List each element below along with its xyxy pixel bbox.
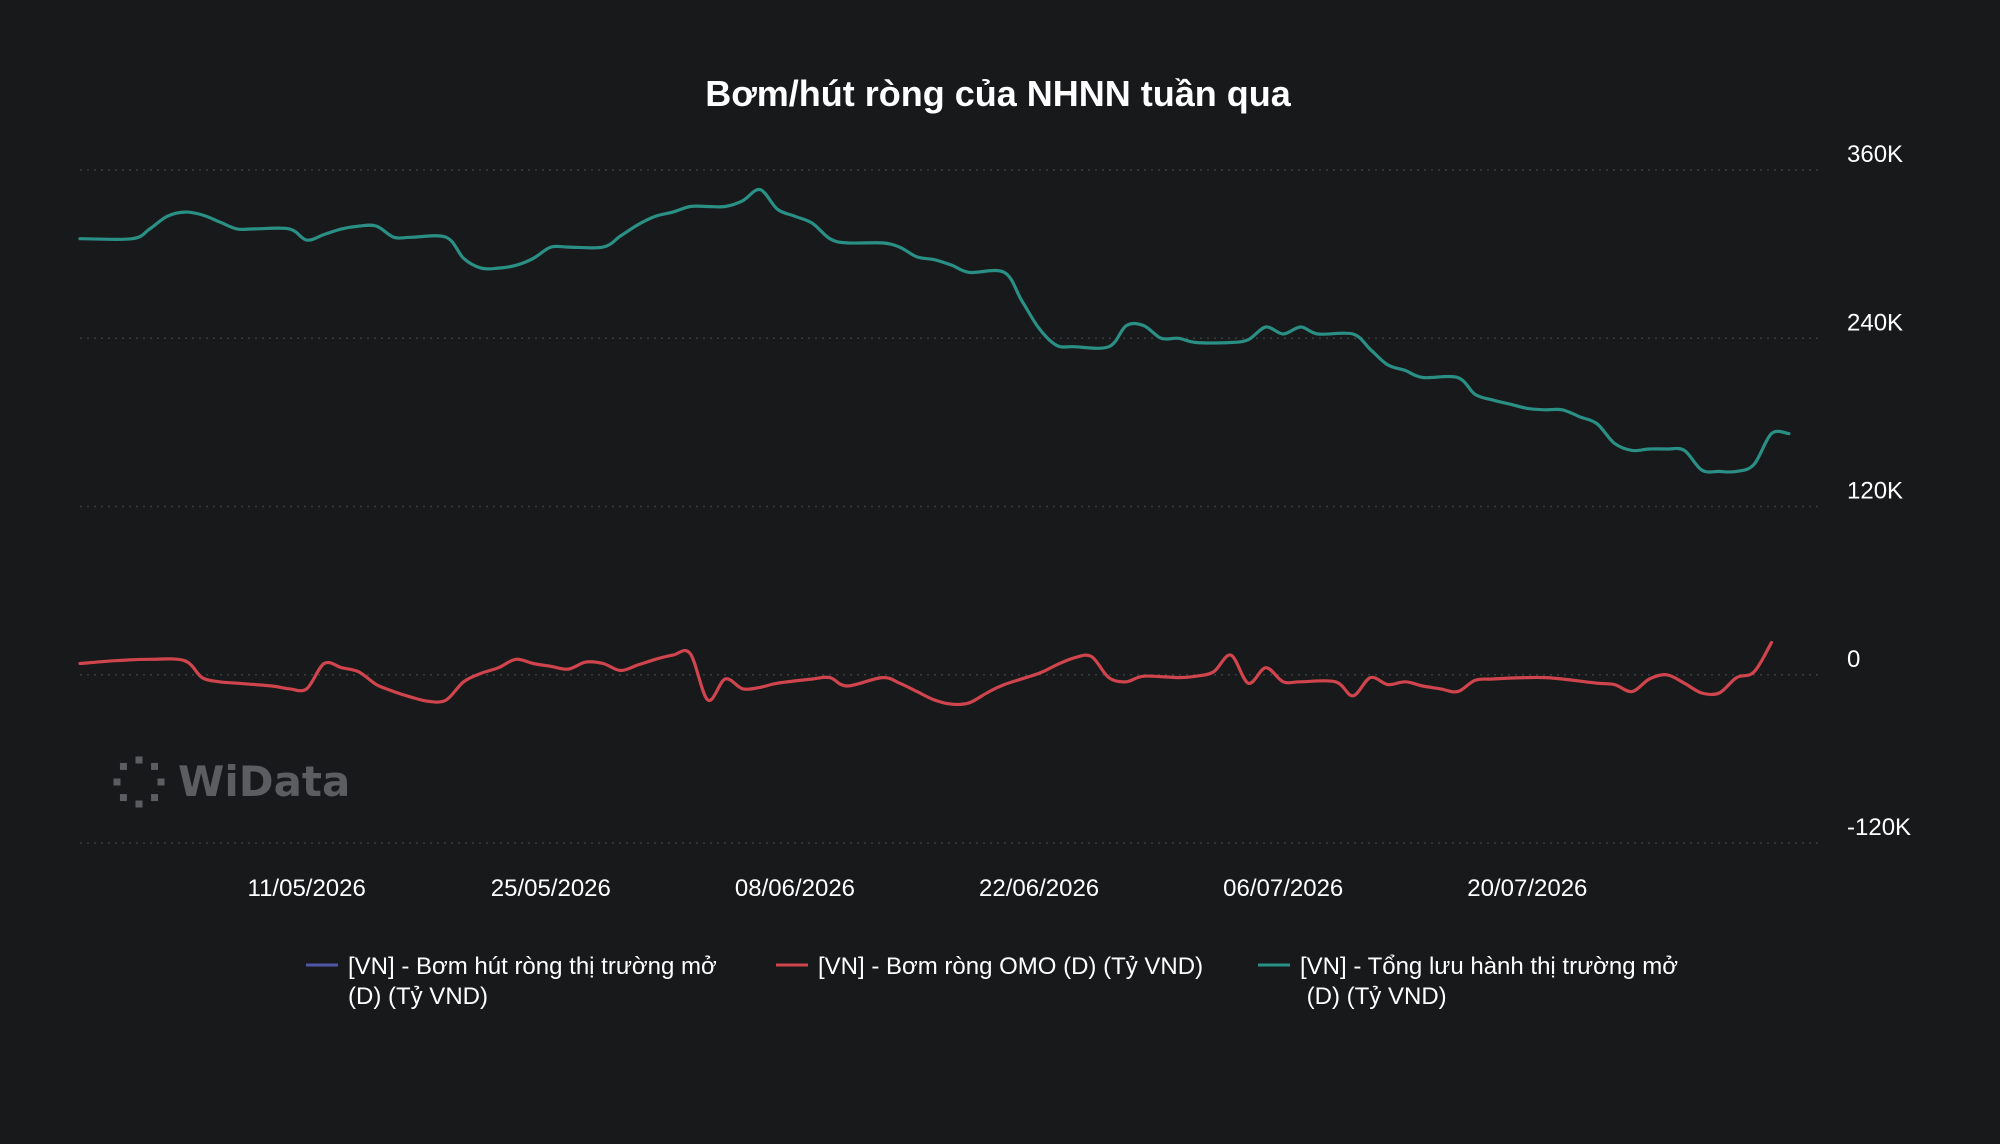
logo-dot-7	[151, 762, 159, 770]
series-line-3	[78, 187, 1791, 474]
legend-label-series-3-line-1: [VN] - Tổng lưu hành thị trường mở	[1300, 953, 1678, 980]
x-tick-label-4: 06/07/2026	[1223, 875, 1343, 902]
series-layer	[78, 187, 1791, 707]
y-tick-label-0: 360K	[1847, 141, 1903, 168]
legend-label-series-1-line-2: (D) (Tỷ VND)	[348, 983, 488, 1010]
x-tick-label-0: 11/05/2026	[248, 875, 366, 902]
logo-dot-0	[157, 778, 165, 786]
legend: [VN] - Bơm hút ròng thị trường mở (D) (T…	[306, 953, 1678, 1010]
watermark: WiData	[113, 756, 350, 808]
legend-item-series-3[interactable]: [VN] - Tổng lưu hành thị trường mở (D) (…	[1258, 953, 1678, 1010]
watermark-text: WiData	[178, 757, 350, 806]
legend-label-series-1-line-1: [VN] - Bơm hút ròng thị trường mở	[348, 953, 717, 980]
legend-label-series-3-line-2: (D) (Tỷ VND)	[1300, 983, 1447, 1010]
logo-dot-3	[119, 794, 127, 802]
legend-item-series-1[interactable]: [VN] - Bơm hút ròng thị trường mở (D) (T…	[306, 953, 717, 1010]
widata-logo-icon	[113, 756, 165, 808]
legend-item-series-2[interactable]: [VN] - Bơm ròng OMO (D) (Tỷ VND)	[776, 953, 1203, 980]
legend-label-series-2: [VN] - Bơm ròng OMO (D) (Tỷ VND)	[818, 953, 1203, 980]
y-axis-tick-labels: 360K 240K 120K 0 -120K	[1847, 141, 1911, 841]
x-tick-label-3: 22/06/2026	[979, 875, 1099, 902]
y-tick-label-4: -120K	[1847, 814, 1911, 841]
logo-dot-5	[119, 762, 127, 770]
logo-dot-6	[135, 756, 143, 764]
logo-dot-2	[135, 800, 143, 808]
logo-dot-4	[113, 778, 121, 786]
logo-dot-1	[151, 794, 159, 802]
y-tick-label-1: 240K	[1847, 309, 1903, 336]
y-tick-label-2: 120K	[1847, 478, 1903, 505]
x-tick-label-1: 25/05/2026	[491, 875, 611, 902]
series-line-2	[78, 640, 1774, 707]
x-axis-tick-labels: 11/05/2026 25/05/2026 08/06/2026 22/06/2026…	[248, 875, 1588, 902]
chart-title: Bơm/hút ròng của NHNN tuần qua	[705, 73, 1292, 114]
x-tick-label-5: 20/07/2026	[1467, 875, 1587, 902]
y-tick-label-3: 0	[1847, 646, 1860, 673]
x-tick-label-2: 08/06/2026	[735, 875, 855, 902]
